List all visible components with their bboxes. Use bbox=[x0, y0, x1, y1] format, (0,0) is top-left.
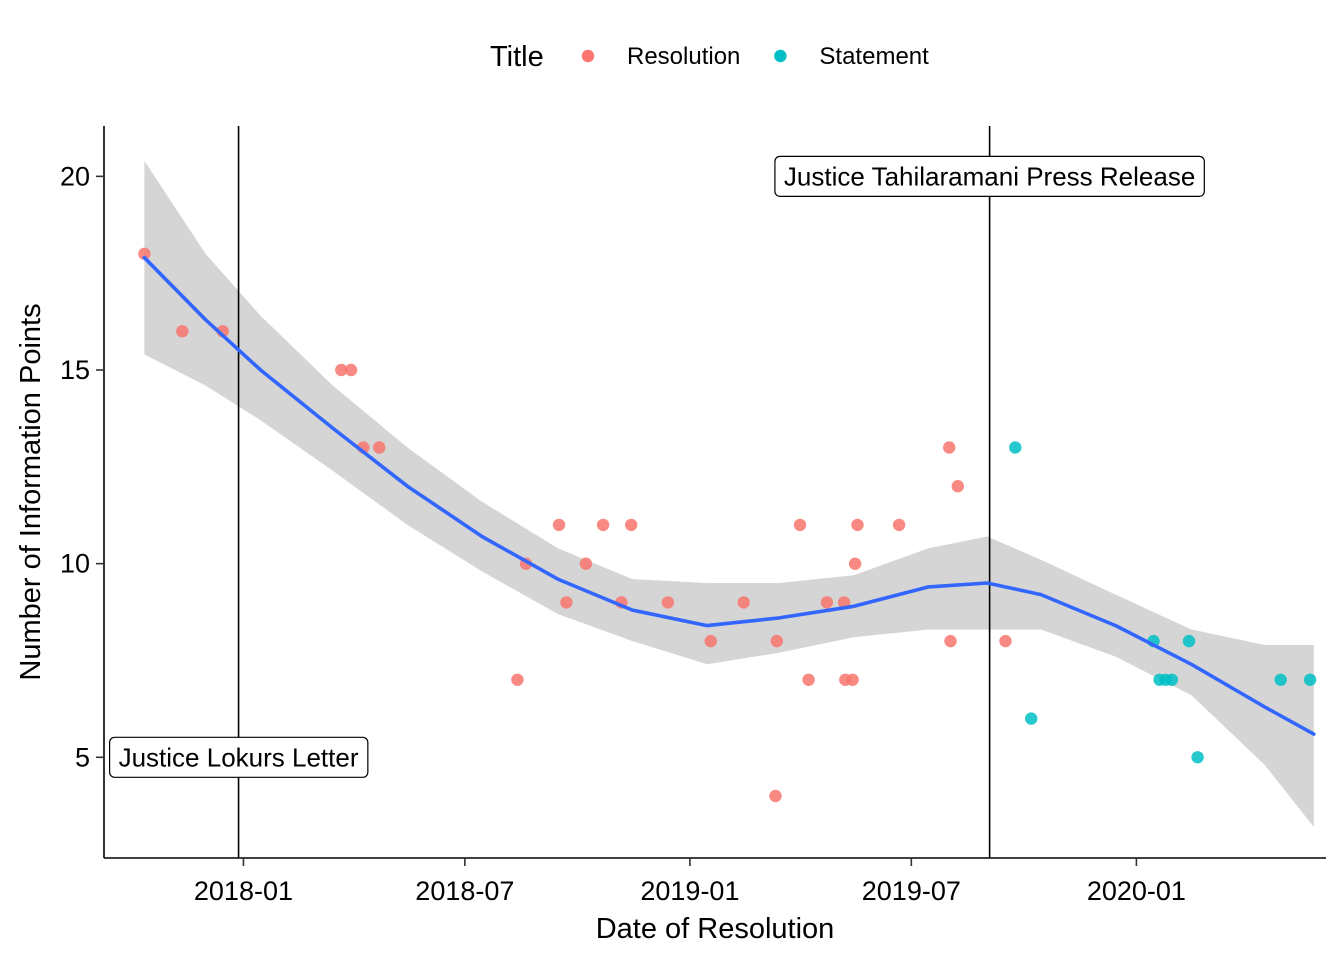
y-tick-label: 15 bbox=[60, 355, 90, 385]
data-point-resolution bbox=[999, 634, 1012, 648]
data-point-resolution bbox=[373, 441, 386, 454]
annotation-label-1: Justice Lokurs Letter bbox=[119, 742, 359, 772]
data-point-resolution bbox=[511, 673, 524, 686]
legend-key-resolution bbox=[581, 49, 595, 63]
data-point-resolution bbox=[737, 596, 750, 609]
y-tick-label: 5 bbox=[75, 742, 90, 772]
annotation-layer: Justice Lokurs Letter Justice Tahilaraman… bbox=[109, 155, 1205, 778]
data-point-resolution bbox=[769, 789, 782, 803]
data-point-resolution bbox=[802, 673, 815, 686]
x-axis-title: Date of Resolution bbox=[596, 913, 835, 945]
legend-label-statement: Statement bbox=[819, 43, 929, 70]
reference-line-layer bbox=[237, 126, 991, 858]
axes: 5 10 15 20 2018-01 2018-07 2019-01 2019-07 2020-… bbox=[15, 126, 1326, 945]
smooth-line-layer bbox=[142, 255, 1316, 736]
data-point-resolution bbox=[793, 518, 807, 532]
data-point-resolution bbox=[704, 634, 717, 648]
data-point-resolution bbox=[625, 518, 638, 532]
data-point-resolution bbox=[596, 518, 610, 532]
data-point-resolution bbox=[579, 557, 593, 570]
confidence-band-layer bbox=[144, 160, 1314, 827]
data-point-resolution bbox=[837, 596, 851, 609]
x-tick-label: 2019-07 bbox=[862, 876, 961, 906]
data-point-resolution bbox=[552, 518, 566, 532]
y-axis-title: Number of Information Points bbox=[15, 303, 47, 680]
data-point-resolution bbox=[892, 518, 906, 532]
data-point-resolution bbox=[943, 441, 956, 454]
x-tick-label: 2018-07 bbox=[415, 876, 514, 906]
confidence-band bbox=[144, 160, 1314, 827]
data-point-statement bbox=[1009, 441, 1022, 454]
annotation-box-1 bbox=[109, 736, 369, 778]
data-point-resolution bbox=[335, 363, 348, 377]
data-point-statement bbox=[1274, 673, 1287, 686]
data-point-resolution bbox=[951, 480, 964, 493]
legend-key-statement bbox=[774, 49, 787, 63]
legend-title: Title bbox=[490, 41, 544, 73]
x-tick-label: 2020-01 bbox=[1087, 876, 1186, 906]
data-point-resolution bbox=[661, 596, 675, 609]
data-point-resolution bbox=[560, 596, 573, 609]
x-tick-label: 2019-01 bbox=[640, 876, 739, 906]
data-point-layer bbox=[138, 247, 1317, 803]
y-tick-label: 10 bbox=[60, 549, 90, 579]
data-point-resolution bbox=[176, 325, 189, 338]
data-point-resolution bbox=[848, 557, 862, 570]
data-point-resolution bbox=[820, 596, 834, 609]
y-tick-label: 20 bbox=[60, 161, 90, 191]
data-point-resolution bbox=[770, 634, 783, 648]
data-point-statement bbox=[1182, 634, 1196, 648]
annotation-label-2: Justice Tahilaramani Press Release bbox=[784, 161, 1195, 191]
data-point-statement bbox=[1191, 751, 1204, 764]
data-point-statement bbox=[1025, 712, 1038, 725]
data-point-statement bbox=[1165, 673, 1179, 686]
smooth-trend-line bbox=[142, 255, 1316, 736]
data-point-resolution bbox=[846, 673, 859, 686]
data-point-resolution bbox=[344, 363, 358, 377]
x-tick-label: 2018-01 bbox=[194, 876, 293, 906]
data-point-resolution bbox=[851, 518, 864, 532]
data-point-statement bbox=[1303, 673, 1317, 686]
legend-label-resolution: Resolution bbox=[627, 43, 740, 70]
data-point-resolution bbox=[944, 634, 957, 648]
data-point-resolution bbox=[138, 247, 151, 260]
legend: Title Resolution Statement bbox=[490, 41, 929, 73]
annotation-box-2 bbox=[774, 155, 1205, 197]
